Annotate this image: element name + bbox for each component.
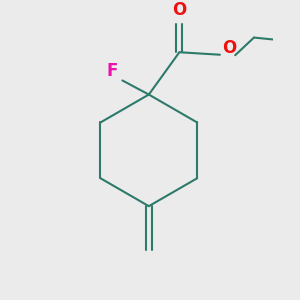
Text: O: O — [172, 1, 187, 19]
Text: O: O — [222, 39, 236, 57]
Text: F: F — [106, 62, 118, 80]
